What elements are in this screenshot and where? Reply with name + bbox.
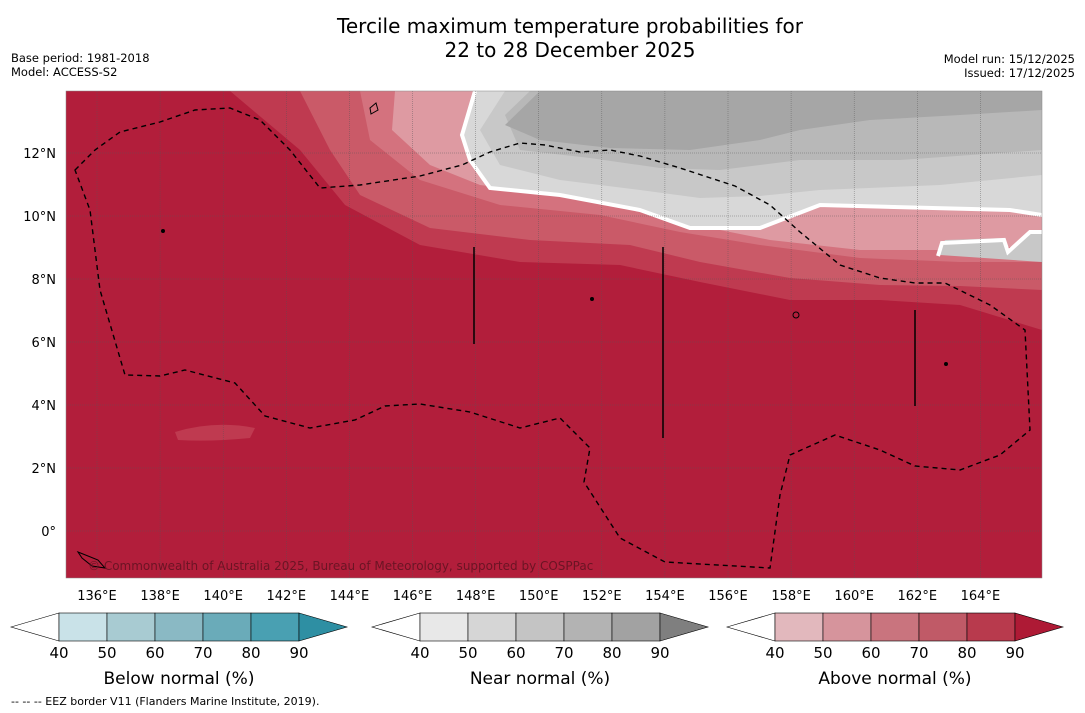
colorbar-title: Above normal (%) (818, 669, 971, 689)
lon-tick-label: 160°E (834, 589, 874, 604)
model-artifacts (473, 247, 916, 438)
colorbar-segment (774, 612, 824, 642)
colorbar-tick-label: 70 (554, 644, 573, 662)
colorbar-segment (870, 612, 920, 642)
colorbar-low-extend (370, 612, 421, 642)
map-field (66, 91, 1042, 578)
lon-tick-label: 152°E (582, 589, 622, 604)
colorbar-tick-label: 50 (813, 644, 832, 662)
near-normal-boundary (459, 91, 1042, 230)
colorbar-segment (467, 612, 517, 642)
colorbar-high-extend (659, 612, 710, 642)
colorbar-tick-label: 60 (145, 644, 164, 662)
colorbar-segment (106, 612, 156, 642)
lon-tick-label: 140°E (203, 589, 243, 604)
colorbar-high-extend (298, 612, 349, 642)
title-line-1: Tercile maximum temperature probabilitie… (337, 14, 803, 38)
colorbar-segment (154, 612, 204, 642)
lat-tick-label: 6°N (32, 336, 57, 351)
map-frame (65, 90, 1043, 579)
colorbar-segment (918, 612, 968, 642)
lon-tick-label: 148°E (456, 589, 496, 604)
lat-tick-label: 0° (41, 525, 56, 540)
colorbar-tick-label: 60 (506, 644, 525, 662)
chart-title: Tercile maximum temperature probabilitie… (0, 14, 1085, 62)
colorbar-segment (419, 612, 469, 642)
near-normal-boundary-2 (936, 230, 1042, 257)
lat-tick-label: 4°N (32, 399, 57, 414)
islands (76, 102, 948, 569)
gridlines (66, 91, 1042, 578)
colorbar-title: Below normal (%) (104, 669, 255, 689)
colorbar-tick-label: 90 (1005, 644, 1024, 662)
longitude-labels: 136°E 138°E 140°E 142°E 144°E 146°E 148°E 150°E… (77, 589, 1000, 604)
colorbar-tick-label: 50 (458, 644, 477, 662)
lat-tick-label: 10°N (23, 210, 56, 225)
meta-left: Base period: 1981-2018 Model: ACCESS-S2 (11, 51, 150, 79)
colorbar-high-extend (1014, 612, 1065, 642)
copyright-text: © Commonwealth of Australia 2025, Bureau… (88, 559, 593, 573)
lon-tick-label: 136°E (77, 589, 117, 604)
meta-right: Model run: 15/12/2025 Issued: 17/12/2025 (944, 52, 1075, 80)
colorbar-below-normal: 40 50 60 70 80 90 Below normal (%) (9, 612, 349, 689)
colorbar-tick-label: 40 (765, 644, 784, 662)
lat-tick-label: 12°N (23, 147, 56, 162)
lat-tick-label: 8°N (32, 273, 57, 288)
lon-tick-label: 144°E (330, 589, 370, 604)
colorbar-segment (611, 612, 661, 642)
colorbar-tick-label: 50 (97, 644, 116, 662)
lon-tick-label: 150°E (519, 589, 559, 604)
colorbar-low-extend (725, 612, 776, 642)
lon-tick-label: 154°E (645, 589, 685, 604)
colorbar-above-normal: 40 50 60 70 80 90 Above normal (%) (725, 612, 1065, 689)
model-run: Model run: 15/12/2025 (943, 52, 1075, 66)
field-near-lower-right (940, 232, 1042, 262)
model-name: Model: ACCESS-S2 (11, 65, 118, 79)
issued-date: Issued: 17/12/2025 (964, 66, 1075, 80)
colorbar-tick-label: 40 (410, 644, 429, 662)
field-above-80-blob (175, 424, 255, 441)
base-period: Base period: 1981-2018 (11, 51, 150, 65)
colorbar-tick-label: 90 (650, 644, 669, 662)
lon-tick-label: 164°E (961, 589, 1001, 604)
lon-tick-label: 146°E (393, 589, 433, 604)
colorbar-low-extend (9, 612, 60, 642)
colorbar-tick-label: 90 (289, 644, 308, 662)
colorbar-tick-label: 70 (193, 644, 212, 662)
colorbar-segment (563, 612, 613, 642)
lon-tick-label: 162°E (898, 589, 938, 604)
colorbar-segment (202, 612, 252, 642)
colorbar-tick-label: 70 (909, 644, 928, 662)
colorbar-segment (250, 612, 300, 642)
colorbar-near-normal: 40 50 60 70 80 90 Near normal (%) (370, 612, 710, 689)
lon-tick-label: 142°E (267, 589, 307, 604)
lat-tick-label: 2°N (32, 462, 57, 477)
colorbar-segment (58, 612, 108, 642)
field-near-80 (505, 91, 1042, 150)
colorbar-tick-label: 80 (602, 644, 621, 662)
lon-tick-label: 158°E (771, 589, 811, 604)
title-line-2: 22 to 28 December 2025 (444, 38, 696, 62)
colorbars: 40 50 60 70 80 90 Below normal (%) 40 50 60 70 80 90… (9, 612, 1065, 689)
colorbar-segment (515, 612, 565, 642)
eez-footnote: -- -- -- EEZ border V11 (Flanders Marine… (11, 695, 320, 708)
lon-tick-label: 138°E (140, 589, 180, 604)
colorbar-segment (822, 612, 872, 642)
colorbar-segment (966, 612, 1016, 642)
colorbar-title: Near normal (%) (470, 669, 610, 689)
colorbar-tick-label: 80 (241, 644, 260, 662)
colorbar-tick-label: 60 (861, 644, 880, 662)
colorbar-tick-label: 80 (957, 644, 976, 662)
colorbar-tick-label: 40 (49, 644, 68, 662)
lon-tick-label: 156°E (708, 589, 748, 604)
eez-border (74, 107, 1031, 569)
latitude-labels: 12°N 10°N 8°N 6°N 4°N 2°N 0° (23, 147, 56, 540)
